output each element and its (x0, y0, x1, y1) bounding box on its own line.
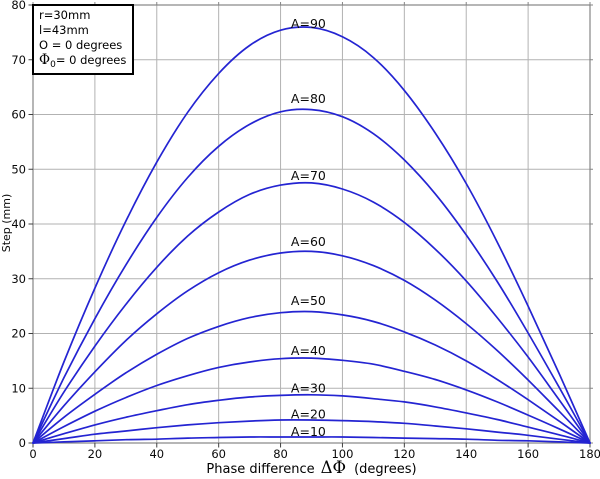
curve-label-A-50: A=50 (291, 293, 326, 308)
axis-layer: 0 20 40 60 80 100 120 140 160 180 0 10 20 30 40 50 60 70 8… (11, 0, 600, 461)
curve-A-30 (32, 393, 591, 444)
x-axis-title-suffix: (degrees) (354, 462, 417, 477)
curve-label-A-20: A=20 (291, 406, 326, 421)
curve-label-A-70: A=70 (291, 168, 326, 183)
y-axis-title: Step (mm) (0, 194, 13, 253)
y-tick-label-10: 10 (11, 381, 26, 395)
curve-A-60 (32, 250, 591, 444)
x-tick-label-100: 100 (331, 447, 353, 461)
curve-layer: A=10 A=20 A=30 A=40 A=50 A=60 A=70 A=80 A=90 (32, 16, 591, 444)
curve-label-A-30: A=30 (291, 381, 326, 396)
curve-label-A-90: A=90 (291, 16, 326, 31)
phi-subscript: 0 (50, 60, 56, 70)
x-axis-title-prefix: Phase difference (206, 462, 315, 477)
curve-A-20 (32, 419, 591, 444)
phi-line-text: = 0 degrees (55, 53, 127, 67)
x-tick-label-120: 120 (393, 447, 415, 461)
y-tick-label-0: 0 (19, 436, 26, 450)
delta-phi-symbol: ΔΦ (320, 458, 347, 477)
curve-A-80 (32, 108, 591, 444)
curve-A-90 (32, 26, 591, 444)
phi-symbol: Φ (39, 52, 51, 68)
curve-label-A-40: A=40 (291, 343, 326, 358)
y-tick-label-20: 20 (11, 327, 26, 341)
y-tick-label-50: 50 (11, 162, 26, 176)
x-tick-label-40: 40 (149, 447, 164, 461)
annotation-line-offset: O = 0 degrees (39, 38, 123, 52)
x-tick-label-180: 180 (579, 447, 600, 461)
x-tick-label-140: 140 (455, 447, 477, 461)
y-tick-label-70: 70 (11, 53, 26, 67)
curve-label-A-60: A=60 (291, 234, 326, 249)
parameter-annotation-box: r=30mm l=43mm O = 0 degrees Φ0= 0 degree… (32, 4, 135, 75)
curve-A-70 (32, 181, 591, 444)
annotation-line-phi0: Φ0= 0 degrees (39, 52, 127, 71)
x-tick-label-60: 60 (211, 447, 226, 461)
curve-A-50 (32, 310, 591, 444)
annotation-line-r: r=30mm (39, 8, 91, 22)
x-tick-label-160: 160 (517, 447, 539, 461)
y-tick-label-40: 40 (11, 217, 26, 231)
curve-A-40 (32, 357, 591, 444)
y-tick-label-60: 60 (11, 108, 26, 122)
x-tick-label-0: 0 (29, 447, 36, 461)
y-tick-label-80: 80 (11, 0, 26, 12)
x-tick-label-20: 20 (88, 447, 103, 461)
curve-label-A-10: A=10 (291, 424, 326, 439)
curve-A-10 (32, 436, 591, 444)
y-tick-label-30: 30 (11, 272, 26, 286)
x-axis-title: Phase difference ΔΦ (degrees) (33, 459, 590, 478)
annotation-line-l: l=43mm (39, 23, 89, 37)
curve-label-A-80: A=80 (291, 91, 326, 106)
x-tick-label-80: 80 (273, 447, 288, 461)
